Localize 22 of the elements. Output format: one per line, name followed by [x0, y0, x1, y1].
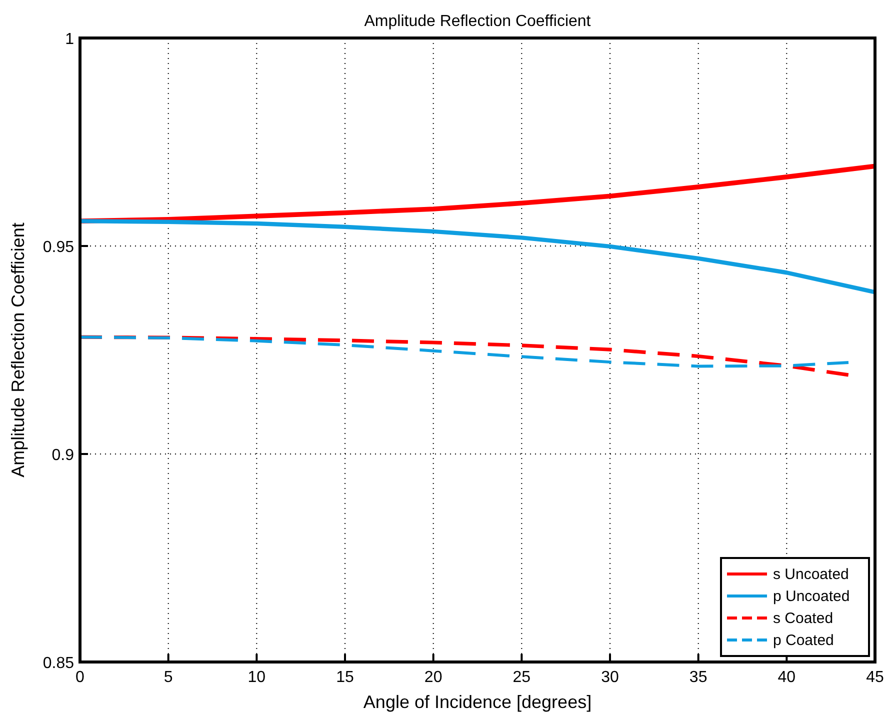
x-tick-label: 15: [336, 669, 354, 686]
x-tick-label: 10: [248, 669, 266, 686]
x-tick-label: 20: [424, 669, 442, 686]
legend-label: p Uncoated: [773, 588, 850, 605]
y-tick-label: 0.85: [42, 655, 74, 672]
chart-title: Amplitude Reflection Coefficient: [364, 13, 592, 30]
y-tick-label: 1: [65, 31, 74, 48]
x-tick-label: 30: [601, 669, 619, 686]
legend-label: p Coated: [773, 632, 834, 649]
x-tick-label: 45: [866, 669, 884, 686]
x-tick-label: 0: [76, 669, 85, 686]
x-tick-label: 35: [689, 669, 708, 686]
y-tick-label: 0.9: [52, 447, 74, 464]
legend-label: s Uncoated: [773, 566, 849, 583]
y-tick-label: 0.95: [42, 239, 74, 256]
line-series: [78, 336, 850, 368]
x-tick-label: 5: [164, 669, 173, 686]
x-tick-label: 25: [512, 669, 531, 686]
legend-label: s Coated: [773, 610, 834, 627]
y-axis-title: Amplitude Reflection Coefficient: [8, 222, 28, 478]
x-axis-title: Angle of Incidence [degrees]: [363, 692, 592, 712]
x-tick-label: 40: [778, 669, 796, 686]
